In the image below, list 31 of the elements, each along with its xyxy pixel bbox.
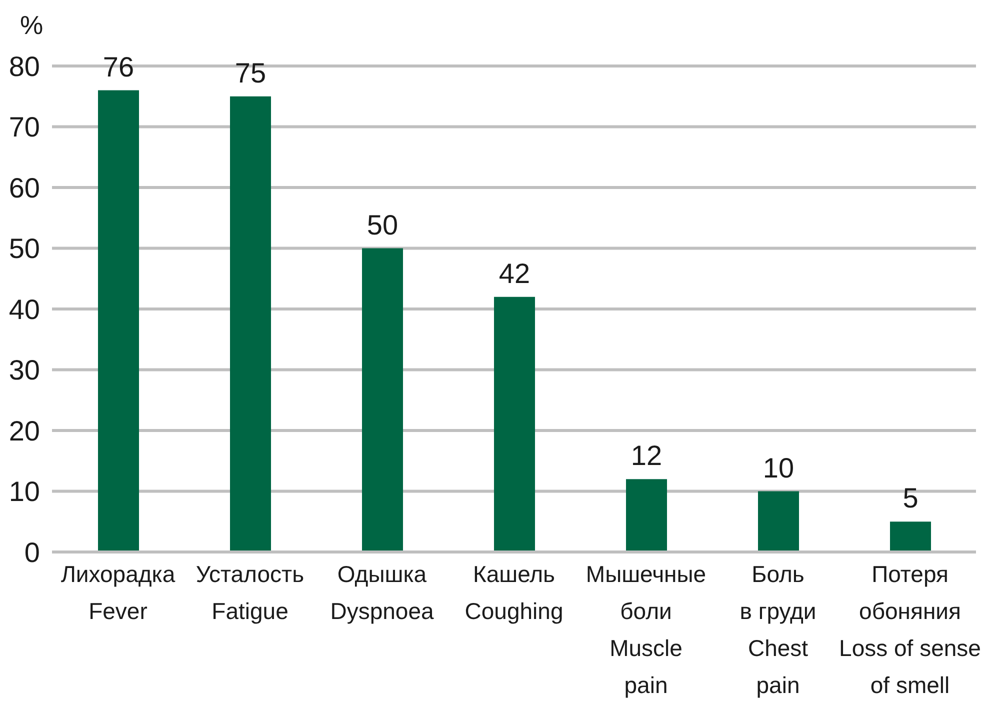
bar bbox=[626, 479, 667, 552]
x-tick-label: Усталость Fatigue bbox=[196, 561, 304, 624]
x-tick-label: Потеря обоняния Loss of sense of smell bbox=[839, 561, 981, 698]
bar bbox=[230, 96, 271, 552]
bar bbox=[362, 248, 403, 552]
y-tick-label: 20 bbox=[8, 415, 40, 446]
data-label: 76 bbox=[102, 51, 134, 82]
x-tick-label: Боль в груди Chest pain bbox=[740, 561, 816, 698]
data-label: 5 bbox=[902, 482, 918, 514]
x-tick-label: Одышка Dyspnoea bbox=[330, 561, 434, 624]
y-tick-label: 80 bbox=[8, 50, 40, 82]
y-tick-label: 60 bbox=[8, 172, 40, 204]
x-tick-label: Лихорадка Fever bbox=[60, 561, 176, 624]
y-tick-label: 0 bbox=[24, 536, 40, 568]
y-tick-label: 70 bbox=[8, 112, 40, 143]
y-tick-label: 10 bbox=[8, 476, 40, 508]
data-label: 75 bbox=[234, 57, 266, 88]
bar bbox=[98, 90, 139, 552]
x-tick-label: Кашель Coughing bbox=[464, 561, 564, 624]
data-label: 50 bbox=[366, 209, 398, 240]
data-label: 12 bbox=[630, 440, 662, 472]
bar bbox=[890, 522, 931, 552]
y-tick-label: 50 bbox=[8, 233, 40, 264]
y-tick-label: 40 bbox=[8, 294, 40, 325]
y-tick-label: 30 bbox=[8, 354, 40, 386]
bar bbox=[758, 491, 799, 552]
bar bbox=[494, 296, 535, 552]
x-tick-label: Мышечные боли Muscle pain bbox=[586, 561, 706, 698]
y-axis-title: % bbox=[20, 10, 44, 40]
data-label: 10 bbox=[762, 452, 794, 484]
data-label: 42 bbox=[498, 258, 530, 289]
